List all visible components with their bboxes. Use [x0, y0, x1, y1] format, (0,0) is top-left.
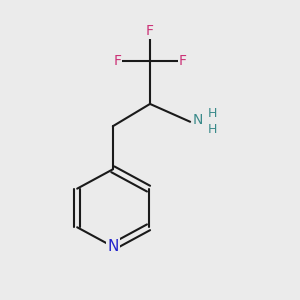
Text: H: H — [208, 123, 217, 136]
Text: N: N — [193, 113, 203, 127]
Text: F: F — [179, 54, 187, 68]
Text: H: H — [208, 107, 217, 120]
Text: F: F — [113, 54, 121, 68]
Text: F: F — [146, 24, 154, 38]
Text: N: N — [107, 239, 118, 254]
